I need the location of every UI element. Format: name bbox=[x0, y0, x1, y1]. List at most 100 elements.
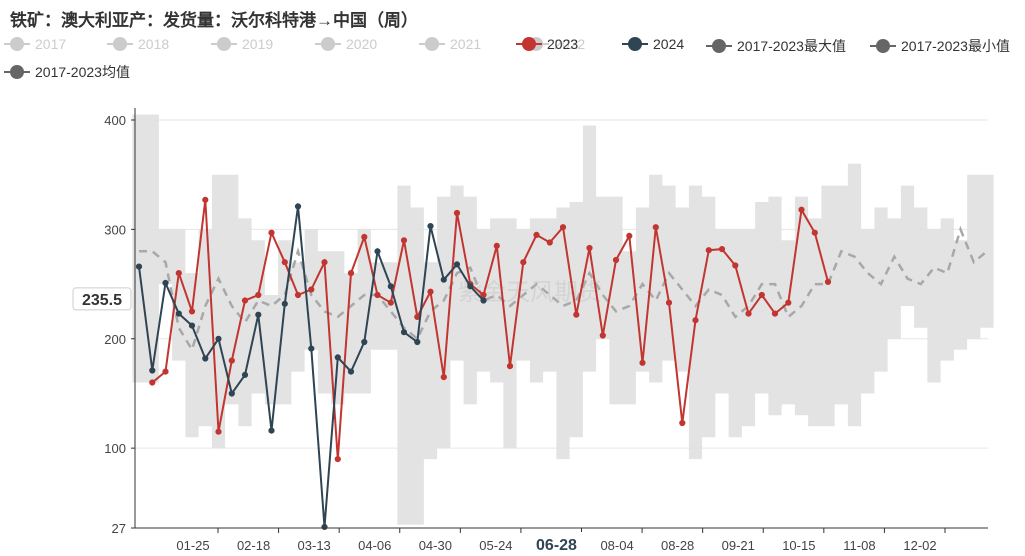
data-point-2024[interactable] bbox=[268, 427, 275, 434]
data-point-2023[interactable] bbox=[374, 291, 381, 299]
data-point-2023[interactable] bbox=[202, 196, 209, 203]
data-point-2023[interactable] bbox=[241, 297, 249, 304]
legend-item-2019[interactable]: 2019 bbox=[211, 36, 273, 52]
data-point-2023[interactable] bbox=[626, 232, 633, 239]
data-point-2023[interactable] bbox=[785, 299, 792, 306]
legend-item-2024[interactable]: 2024 bbox=[622, 36, 684, 52]
data-point-2023[interactable] bbox=[599, 332, 606, 339]
data-point-2023[interactable] bbox=[639, 359, 646, 366]
data-point-2023[interactable] bbox=[175, 270, 182, 277]
data-point-2023[interactable] bbox=[745, 310, 752, 317]
data-point-2023[interactable] bbox=[506, 363, 514, 370]
data-point-2023[interactable] bbox=[188, 308, 196, 315]
legend-item-2018[interactable]: 2018 bbox=[107, 36, 169, 52]
data-point-2024[interactable] bbox=[175, 310, 182, 317]
legend-item-2017[interactable]: 2017 bbox=[4, 36, 66, 52]
data-point-2024[interactable] bbox=[347, 368, 355, 375]
data-point-2023[interactable] bbox=[228, 357, 235, 364]
data-point-2024[interactable] bbox=[321, 523, 328, 531]
legend-marker-icon bbox=[516, 37, 542, 51]
legend-item-2020[interactable]: 2020 bbox=[315, 36, 377, 52]
data-point-2024[interactable] bbox=[241, 371, 249, 378]
data-point-2024[interactable] bbox=[374, 248, 381, 255]
data-point-2023[interactable] bbox=[559, 224, 567, 231]
data-point-2023[interactable] bbox=[334, 456, 341, 463]
data-point-2023[interactable] bbox=[718, 246, 726, 253]
y-axis-pointer-box bbox=[72, 287, 132, 311]
data-point-2023[interactable] bbox=[520, 259, 527, 266]
legend-label: 2022 bbox=[554, 36, 586, 52]
data-point-2023[interactable] bbox=[268, 229, 275, 236]
data-point-2024[interactable] bbox=[215, 335, 222, 342]
data-point-2023[interactable] bbox=[493, 242, 500, 249]
data-point-2024[interactable] bbox=[135, 263, 143, 270]
data-point-2024[interactable] bbox=[400, 329, 408, 336]
data-point-2023[interactable] bbox=[533, 231, 540, 238]
x-axis-pointer-box bbox=[526, 532, 587, 556]
data-point-2024[interactable] bbox=[387, 283, 394, 290]
data-point-2023[interactable] bbox=[758, 291, 765, 299]
data-point-2023[interactable] bbox=[162, 368, 169, 375]
data-point-2024[interactable] bbox=[361, 338, 368, 346]
legend-item-2017-2023均值[interactable]: 2017-2023均值 bbox=[4, 62, 130, 82]
data-point-2023[interactable] bbox=[692, 317, 699, 324]
legend-label: 2019 bbox=[242, 36, 274, 52]
data-point-2024[interactable] bbox=[414, 338, 421, 346]
legend-item-2021[interactable]: 2021 bbox=[419, 36, 481, 52]
data-point-2023[interactable] bbox=[387, 299, 394, 306]
data-point-2023[interactable] bbox=[453, 209, 461, 217]
data-point-2023[interactable] bbox=[705, 247, 712, 254]
y-tick-label: 400 bbox=[104, 113, 126, 128]
data-point-2023[interactable] bbox=[281, 259, 288, 266]
data-point-2023[interactable] bbox=[732, 262, 739, 269]
x-axis-pointer-label: 06-28 bbox=[536, 537, 577, 554]
data-point-2024[interactable] bbox=[427, 223, 434, 230]
legend-item-2017-2023最小值[interactable]: 2017-2023最小值 bbox=[870, 36, 1010, 56]
data-point-2024[interactable] bbox=[453, 261, 461, 268]
legend-item-2017-2023最大值[interactable]: 2017-2023最大值 bbox=[706, 36, 846, 56]
data-point-2024[interactable] bbox=[308, 345, 315, 352]
data-point-2024[interactable] bbox=[294, 203, 302, 210]
data-point-2024[interactable] bbox=[202, 355, 209, 362]
data-point-2023[interactable] bbox=[824, 278, 832, 285]
data-point-2023[interactable] bbox=[400, 237, 408, 244]
data-point-2023[interactable] bbox=[308, 286, 315, 293]
data-point-2023[interactable] bbox=[294, 291, 302, 299]
data-point-2023[interactable] bbox=[440, 374, 447, 381]
legend-marker-icon bbox=[622, 37, 648, 51]
data-point-2024[interactable] bbox=[188, 322, 196, 329]
data-point-2023[interactable] bbox=[480, 291, 487, 299]
legend-marker-icon bbox=[419, 37, 445, 51]
data-point-2023[interactable] bbox=[665, 299, 673, 306]
data-point-2023[interactable] bbox=[321, 259, 328, 266]
data-point-2023[interactable] bbox=[347, 270, 355, 277]
legend-item-2023[interactable]: 2023 bbox=[516, 36, 578, 52]
data-point-2023[interactable] bbox=[586, 244, 593, 252]
data-point-2024[interactable] bbox=[467, 283, 474, 290]
data-point-2023[interactable] bbox=[215, 428, 222, 435]
data-point-2023[interactable] bbox=[573, 311, 580, 318]
data-point-2024[interactable] bbox=[162, 279, 169, 287]
legend-label: 2018 bbox=[138, 36, 170, 52]
data-point-2023[interactable] bbox=[811, 229, 818, 236]
data-point-2023[interactable] bbox=[771, 310, 779, 317]
data-point-2024[interactable] bbox=[281, 300, 288, 307]
y-tick-label: 200 bbox=[104, 332, 126, 347]
data-point-2024[interactable] bbox=[334, 354, 341, 361]
data-point-2023[interactable] bbox=[427, 288, 434, 295]
legend-label: 2021 bbox=[450, 36, 482, 52]
data-point-2023[interactable] bbox=[255, 291, 262, 299]
data-point-2024[interactable] bbox=[440, 276, 447, 283]
data-point-2023[interactable] bbox=[361, 233, 368, 241]
data-point-2024[interactable] bbox=[255, 311, 262, 318]
data-point-2023[interactable] bbox=[652, 224, 659, 231]
series-line-mean bbox=[139, 225, 988, 353]
data-point-2023[interactable] bbox=[149, 379, 156, 386]
data-point-2023[interactable] bbox=[612, 256, 620, 264]
data-point-2023[interactable] bbox=[798, 206, 805, 213]
data-point-2023[interactable] bbox=[679, 419, 686, 427]
data-point-2023[interactable] bbox=[546, 239, 553, 246]
data-point-2024[interactable] bbox=[149, 367, 156, 374]
data-point-2024[interactable] bbox=[480, 297, 487, 304]
data-point-2024[interactable] bbox=[228, 390, 235, 397]
